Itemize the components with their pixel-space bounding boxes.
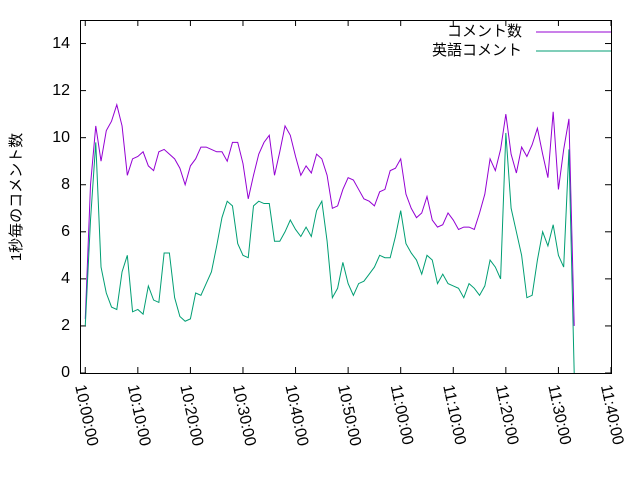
- legend-label: 英語コメント: [432, 41, 522, 59]
- x-tick-label: 11:30:00: [544, 383, 573, 446]
- x-tick-label: 10:40:00: [282, 383, 312, 448]
- legend-label: コメント数: [447, 23, 522, 40]
- y-tick-label: 14: [52, 35, 70, 52]
- plot-border: [80, 20, 612, 374]
- x-tick-label: 10:20:00: [176, 383, 206, 448]
- x-tick-label: 11:20:00: [492, 383, 521, 446]
- x-tick-label: 10:10:00: [124, 383, 154, 448]
- x-tick-label: 10:50:00: [334, 383, 364, 448]
- series-line: [84, 132, 575, 374]
- x-tick-label: 10:30:00: [229, 383, 259, 448]
- series-line: [84, 102, 575, 326]
- x-tick-label: 11:40:00: [597, 383, 626, 446]
- y-axis-label: 1秒毎のコメント数: [8, 133, 25, 261]
- x-tick-label: 11:00:00: [387, 383, 416, 446]
- y-tick-label: 8: [61, 176, 70, 193]
- y-tick-label: 2: [61, 317, 70, 334]
- y-tick-label: 10: [52, 129, 70, 146]
- y-tick-label: 0: [61, 364, 70, 381]
- y-tick-label: 4: [61, 270, 70, 287]
- x-tick-label: 10:00:00: [71, 383, 101, 448]
- y-tick-label: 6: [61, 223, 70, 240]
- x-tick-label: 11:10:00: [439, 383, 468, 446]
- y-tick-label: 12: [52, 82, 70, 99]
